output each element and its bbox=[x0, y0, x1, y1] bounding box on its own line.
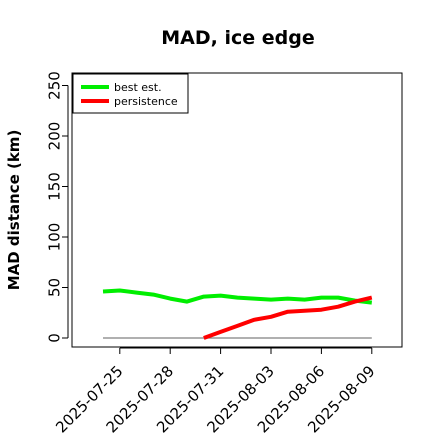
legend-label-best-est: best est. bbox=[114, 81, 162, 94]
plot-frame bbox=[71, 72, 403, 348]
chart-title: MAD, ice edge bbox=[161, 27, 314, 49]
x-axis: 2025-07-252025-07-282025-07-312025-08-03… bbox=[52, 347, 379, 436]
legend: best est. persistence bbox=[72, 73, 189, 114]
y-tick-label-0: 0 bbox=[46, 333, 64, 343]
y-tick-label-50: 50 bbox=[46, 278, 64, 297]
y-tick-label-150: 150 bbox=[46, 172, 64, 201]
y-tick-label-100: 100 bbox=[46, 223, 64, 252]
y-axis-label: MAD distance (km) bbox=[5, 130, 23, 291]
y-axis: 0 50 100 150 200 250 bbox=[46, 71, 69, 343]
series-line-persistence bbox=[203, 295, 373, 340]
series-layer bbox=[102, 288, 373, 340]
y-tick-label-200: 200 bbox=[46, 122, 64, 151]
series-line-best-est bbox=[102, 288, 373, 305]
y-tick-label-250: 250 bbox=[46, 71, 64, 100]
legend-box bbox=[72, 73, 189, 114]
legend-label-persistence: persistence bbox=[114, 95, 178, 108]
